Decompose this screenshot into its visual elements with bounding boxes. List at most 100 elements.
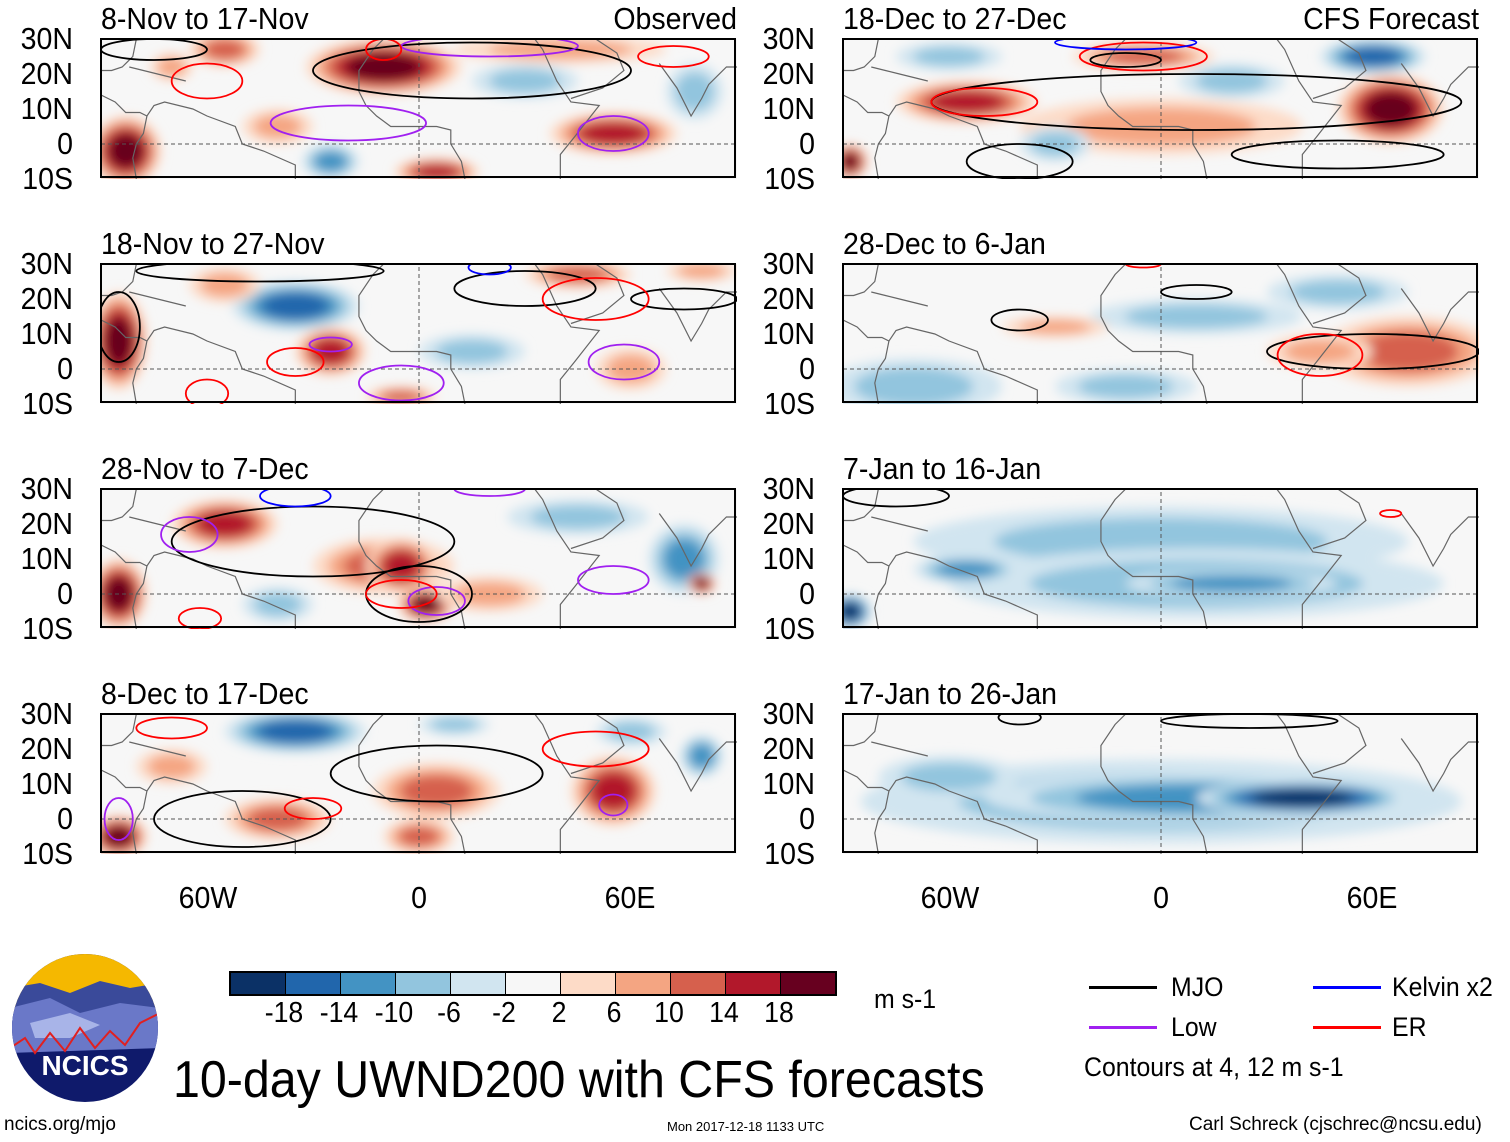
coastline	[871, 517, 928, 531]
colorbar-swatch	[561, 973, 616, 994]
legend-swatch-er	[1313, 1026, 1381, 1029]
lat-tick: 30N	[762, 471, 815, 506]
mjo-contour	[313, 43, 631, 99]
coastline	[659, 739, 737, 792]
low-contour	[599, 795, 627, 816]
coastline	[659, 514, 737, 567]
coastline	[1401, 64, 1479, 117]
panel-title: 8-Dec to 17-Dec	[101, 676, 309, 711]
panel-title: 18-Dec to 27-Dec	[843, 1, 1067, 36]
lat-tick: 0	[57, 801, 73, 836]
wind-anomaly-shade	[204, 39, 245, 60]
mjo-contour	[1267, 334, 1479, 369]
er-contour	[366, 580, 437, 608]
wind-anomaly-shade	[1077, 374, 1174, 399]
er-contour	[1380, 510, 1401, 517]
panel-frame	[100, 38, 736, 178]
coastline	[1313, 264, 1366, 324]
coastline	[359, 489, 465, 629]
contour-note: Contours at 4, 12 m s-1	[1084, 1052, 1344, 1082]
lat-tick: 10S	[22, 161, 73, 196]
lat-tick: 0	[799, 576, 815, 611]
coastline	[1313, 39, 1366, 99]
coastline	[1274, 39, 1341, 179]
low-contour	[589, 345, 660, 380]
colorbar-swatch	[671, 973, 726, 994]
lon-tick: 60E	[604, 880, 656, 915]
colorbar-tick: 18	[764, 997, 794, 1029]
lat-tick: 20N	[762, 506, 815, 541]
coastline	[101, 95, 295, 179]
mjo-contour	[454, 271, 595, 306]
low-contour	[271, 106, 426, 141]
mjo-contour	[101, 292, 140, 362]
wind-anomaly-shade	[1019, 319, 1091, 335]
panel-frame	[842, 713, 1478, 853]
colorbar-tick: 6	[606, 997, 622, 1029]
coastline	[1313, 714, 1366, 774]
mjo-contour	[631, 289, 737, 310]
low-contour	[359, 366, 444, 401]
er-contour	[186, 380, 228, 405]
coastline	[843, 489, 878, 521]
colorbar-tick: -6	[437, 997, 461, 1029]
units-label: m s-1	[874, 984, 937, 1014]
logo-text: NCICS	[41, 1050, 128, 1081]
colorbar-swatch	[781, 973, 835, 994]
lat-tick: 0	[799, 351, 815, 386]
kelvin-contour	[468, 264, 510, 275]
coastline	[532, 714, 599, 854]
coastline	[1274, 714, 1341, 854]
wind-anomaly-shade	[253, 114, 302, 139]
mjo-contour	[101, 39, 207, 60]
coastline	[129, 742, 186, 756]
panel-frame	[100, 488, 736, 628]
low-contour	[105, 798, 133, 840]
wind-anomaly-shade	[843, 153, 859, 170]
low-contour	[309, 338, 351, 352]
er-contour	[1080, 43, 1207, 71]
coastline	[843, 264, 878, 296]
wind-anomaly-shade	[930, 91, 1003, 113]
coastline	[843, 770, 1037, 854]
lat-tick: 10N	[20, 541, 73, 576]
legend-label-low: Low	[1171, 1012, 1217, 1042]
wind-anomaly-shade	[1345, 47, 1401, 66]
panel-title: 28-Dec to 6-Jan	[843, 226, 1046, 261]
wind-anomaly-shade	[843, 603, 861, 620]
colorbar-swatch	[616, 973, 671, 994]
wind-anomaly-shade	[607, 722, 655, 741]
wind-anomaly-shade	[262, 293, 328, 319]
er-contour	[136, 718, 207, 739]
legend-label-er: ER	[1392, 1012, 1427, 1042]
lat-tick: 0	[57, 351, 73, 386]
coastline	[1101, 264, 1207, 404]
mjo-contour	[1090, 53, 1161, 67]
coastline	[843, 545, 1037, 629]
er-contour	[543, 732, 649, 767]
coastline	[101, 545, 295, 629]
coastline	[871, 742, 928, 756]
wind-anomaly-shade	[530, 505, 626, 529]
kelvin-contour	[260, 489, 331, 507]
coastline	[871, 67, 928, 81]
panel-title: 28-Nov to 7-Dec	[101, 451, 309, 486]
coastline	[571, 39, 624, 99]
coastline	[359, 714, 465, 854]
lat-tick: 0	[799, 126, 815, 161]
wind-anomaly-shade	[936, 561, 997, 578]
colorbar-swatch	[286, 973, 341, 994]
wind-anomaly-shade	[253, 592, 302, 617]
er-contour	[931, 88, 1037, 116]
panel-frame	[100, 713, 736, 853]
low-contour	[161, 517, 218, 552]
lat-tick: 10S	[764, 836, 815, 871]
wind-anomaly-shade	[314, 151, 347, 172]
wind-anomaly-shade	[436, 339, 508, 364]
panel-frame	[100, 263, 736, 403]
lat-tick: 10N	[762, 91, 815, 126]
lat-tick: 20N	[762, 731, 815, 766]
colorbar-swatch	[506, 973, 561, 994]
colorbar-tick: 10	[654, 997, 684, 1029]
er-contour	[638, 46, 709, 67]
